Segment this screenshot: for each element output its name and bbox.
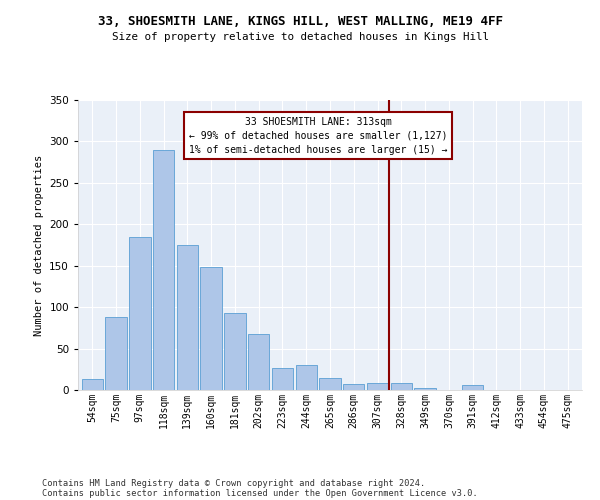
Text: Contains HM Land Registry data © Crown copyright and database right 2024.: Contains HM Land Registry data © Crown c… (42, 478, 425, 488)
Bar (296, 365, 317, 390)
Bar (200, 268, 222, 390)
Bar (224, 313, 245, 390)
Bar (367, 384, 388, 390)
Text: 33 SHOESMITH LANE: 313sqm
← 99% of detached houses are smaller (1,127)
1% of sem: 33 SHOESMITH LANE: 313sqm ← 99% of detac… (189, 116, 448, 154)
Bar (391, 382, 412, 390)
Bar (343, 384, 364, 390)
Bar (153, 150, 174, 390)
Bar (415, 388, 436, 390)
Text: Size of property relative to detached houses in Kings Hill: Size of property relative to detached ho… (112, 32, 488, 42)
Bar (129, 236, 151, 390)
Bar (319, 378, 341, 390)
Bar (106, 317, 127, 390)
Y-axis label: Number of detached properties: Number of detached properties (34, 154, 44, 336)
Text: Contains public sector information licensed under the Open Government Licence v3: Contains public sector information licen… (42, 488, 478, 498)
Bar (176, 245, 198, 390)
Bar (82, 379, 103, 390)
Bar (248, 334, 269, 390)
Bar (272, 368, 293, 390)
Text: 33, SHOESMITH LANE, KINGS HILL, WEST MALLING, ME19 4FF: 33, SHOESMITH LANE, KINGS HILL, WEST MAL… (97, 15, 503, 28)
Bar (462, 385, 484, 390)
